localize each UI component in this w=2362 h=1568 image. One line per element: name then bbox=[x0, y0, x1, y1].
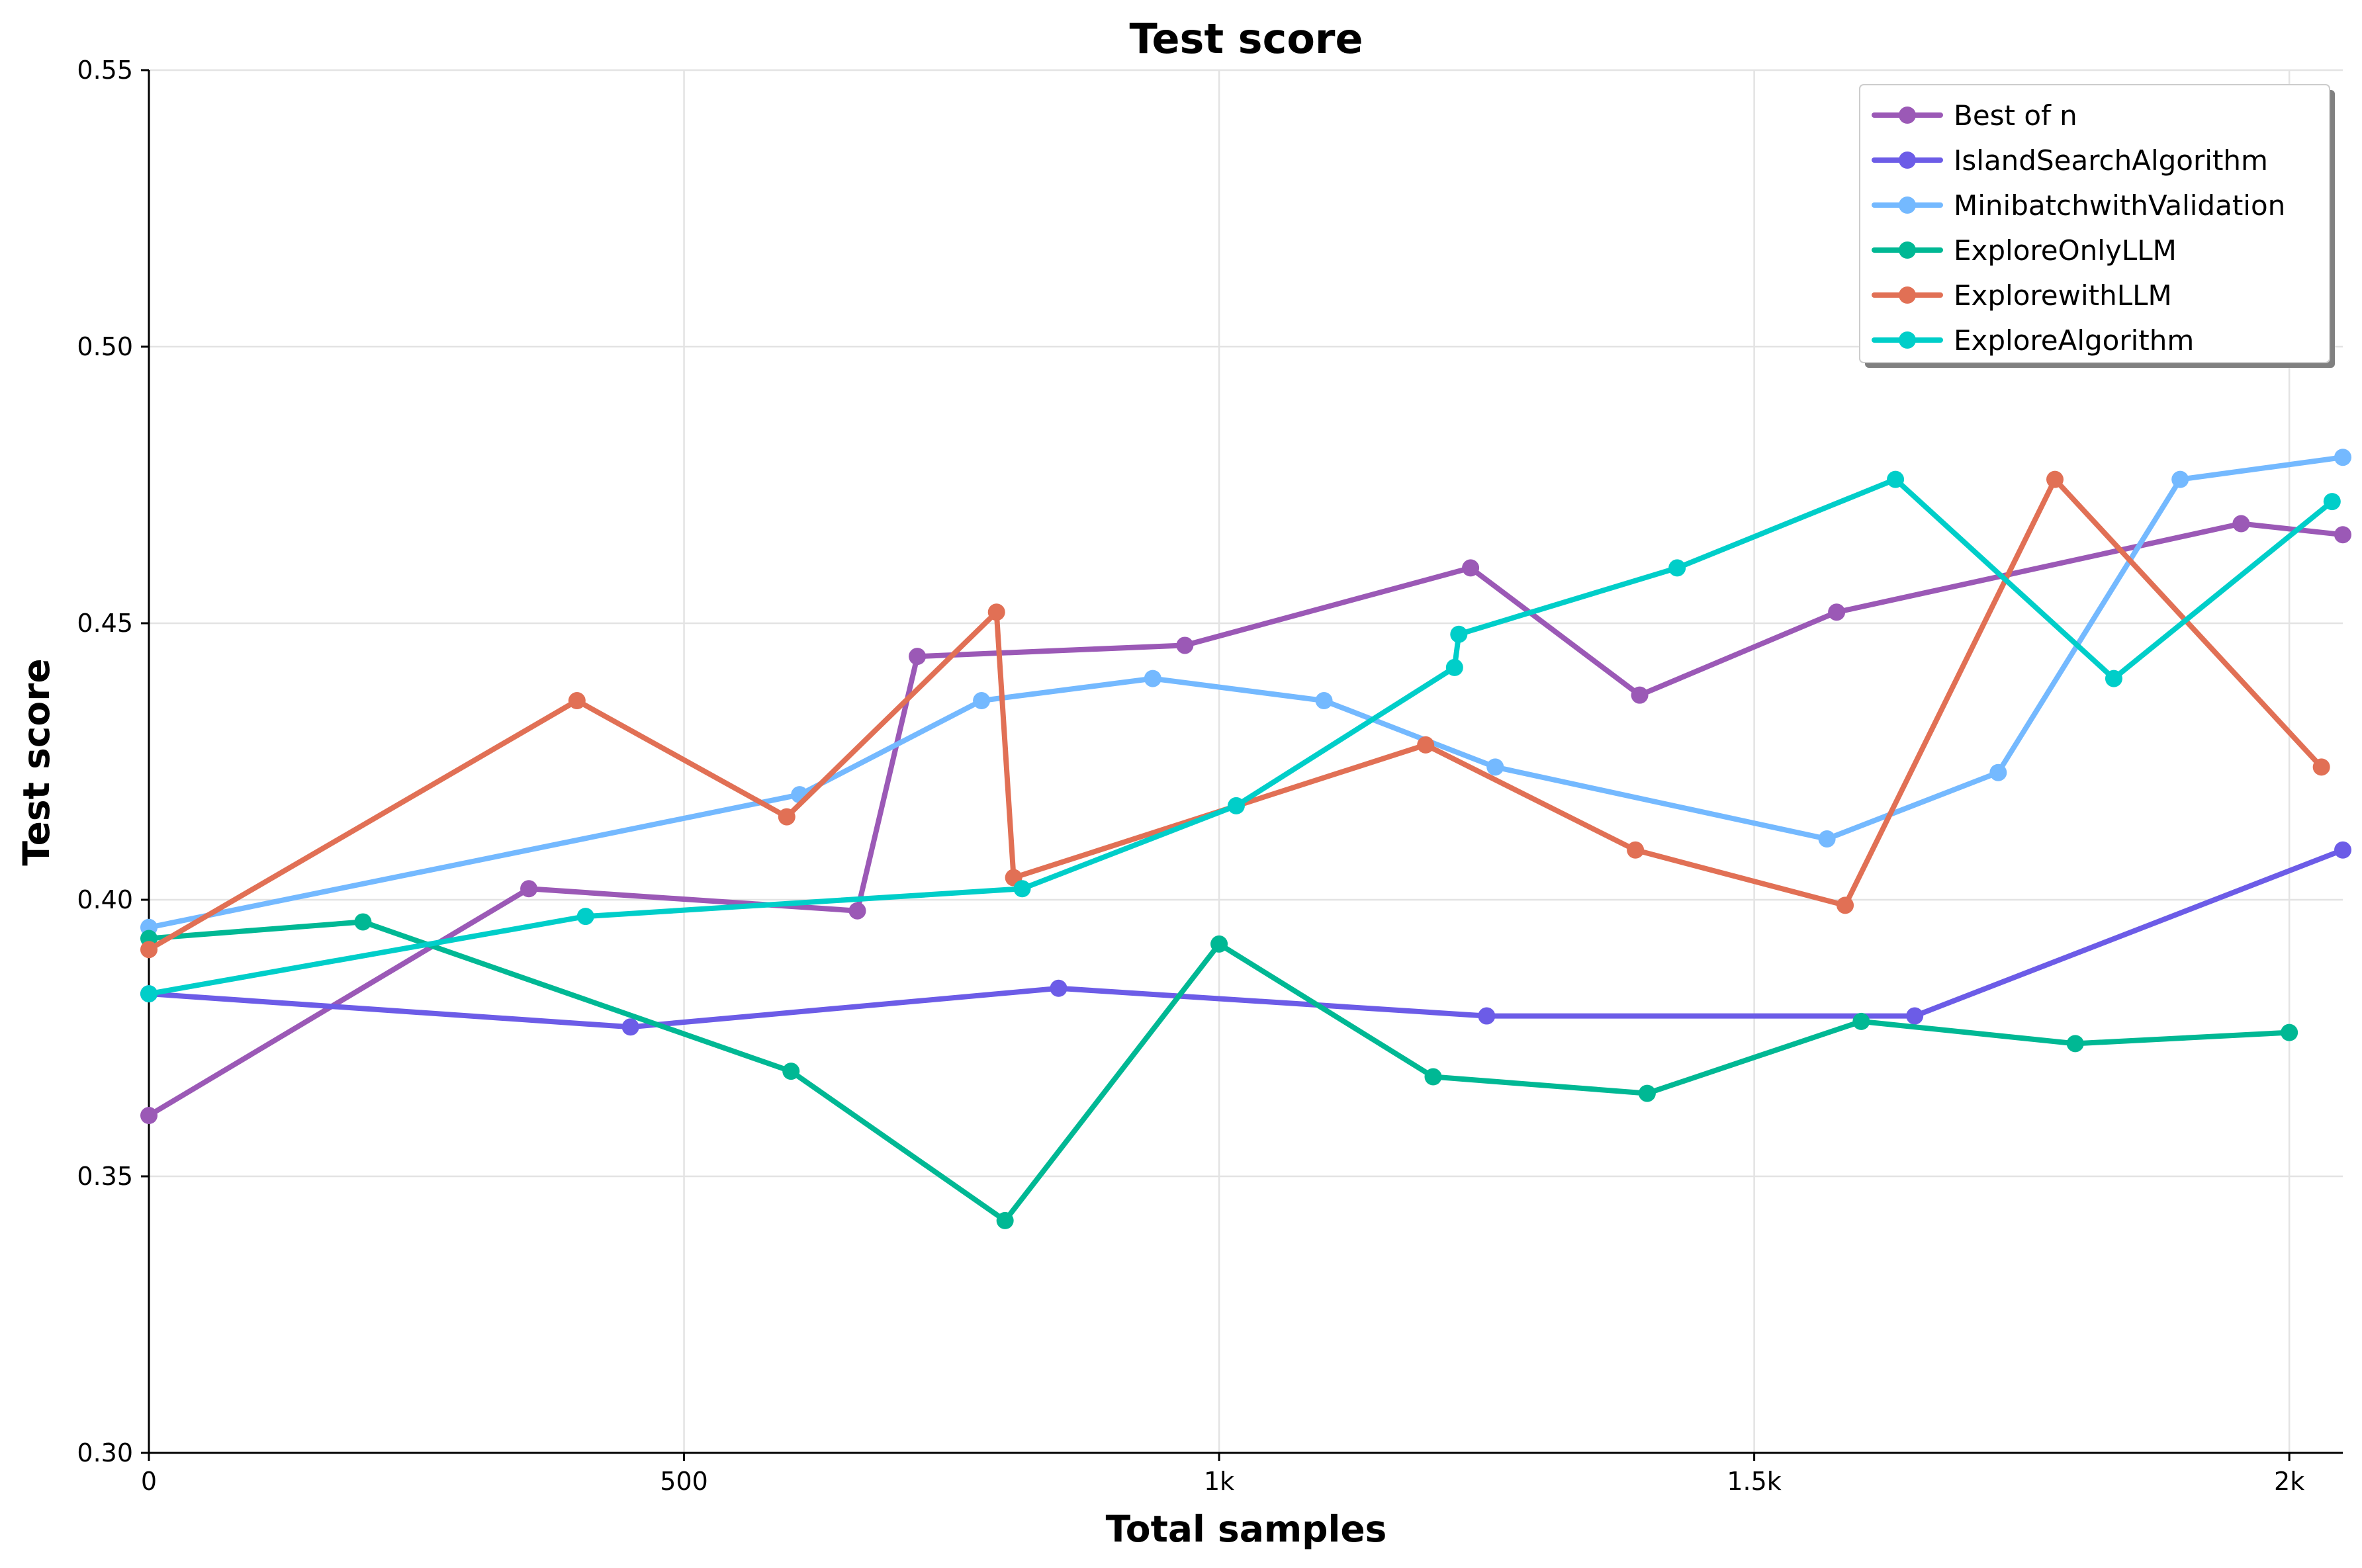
legend-box bbox=[1859, 84, 2330, 363]
series-line bbox=[146, 476, 2324, 953]
data-point bbox=[1818, 830, 1836, 848]
data-point bbox=[909, 648, 927, 666]
data-point bbox=[2066, 1035, 2084, 1053]
y-axis-label: Test score bbox=[15, 658, 58, 865]
legend-label: Best of n bbox=[1954, 99, 2077, 132]
data-point bbox=[1627, 841, 1645, 859]
data-point bbox=[778, 808, 795, 826]
data-point bbox=[2312, 758, 2330, 776]
y-tick-label: 0.40 bbox=[77, 885, 133, 914]
legend-label: ExplorewithLLM bbox=[1954, 279, 2172, 312]
data-point bbox=[1445, 658, 1463, 676]
data-point bbox=[621, 1018, 639, 1036]
legend-label: IslandSearchAlgorithm bbox=[1954, 144, 2268, 177]
data-point bbox=[848, 902, 866, 920]
data-point bbox=[1050, 979, 1067, 997]
data-point bbox=[1227, 797, 1245, 814]
data-point bbox=[1176, 636, 1194, 654]
chart-title: Test score bbox=[1129, 15, 1363, 63]
data-point bbox=[1852, 1012, 1870, 1030]
legend-swatch-marker bbox=[1899, 286, 1916, 304]
data-point bbox=[1424, 1068, 1442, 1086]
y-tick-label: 0.50 bbox=[77, 332, 133, 361]
data-point bbox=[2171, 470, 2189, 488]
series-line bbox=[146, 521, 2345, 1118]
data-point bbox=[1144, 670, 1161, 687]
y-tick-label: 0.55 bbox=[77, 56, 133, 85]
y-tick-label: 0.30 bbox=[77, 1438, 133, 1467]
data-point bbox=[1906, 1007, 1924, 1025]
x-tick-label: 1.5k bbox=[1727, 1467, 1781, 1496]
data-point bbox=[996, 1211, 1014, 1229]
series-explorealgorithm bbox=[140, 470, 2341, 1003]
data-point bbox=[1638, 1084, 1656, 1102]
data-point bbox=[1989, 763, 2007, 781]
data-point bbox=[2232, 515, 2250, 533]
x-tick-label: 1k bbox=[1204, 1467, 1234, 1496]
series-line bbox=[146, 919, 2293, 1223]
data-point bbox=[1478, 1007, 1496, 1025]
data-point bbox=[987, 603, 1005, 621]
axes bbox=[148, 70, 2343, 1454]
data-point bbox=[1631, 686, 1649, 704]
legend: Best of n IslandSearchAlgorithm Minibatchw… bbox=[1859, 84, 2335, 368]
series-line bbox=[146, 847, 2345, 1030]
data-point bbox=[1450, 625, 1468, 643]
data-point bbox=[2334, 526, 2351, 544]
legend-swatch-marker bbox=[1899, 241, 1916, 259]
data-point bbox=[1013, 880, 1031, 898]
data-point bbox=[1837, 896, 1854, 914]
data-point bbox=[2334, 449, 2351, 466]
ticks: 0 500 1k 1.5k 2k 0.30 0.35 0.40 0.45 0.50 0.55 bbox=[77, 56, 2304, 1496]
data-point bbox=[2046, 470, 2064, 488]
series-best-of-n bbox=[140, 515, 2351, 1125]
series-exploreonlyllm bbox=[140, 913, 2298, 1229]
data-point bbox=[520, 880, 538, 898]
legend-swatch-marker bbox=[1899, 196, 1916, 214]
series-line bbox=[146, 476, 2335, 997]
legend-swatch-marker bbox=[1899, 331, 1916, 349]
legend-label: ExploreAlgorithm bbox=[1954, 324, 2194, 357]
data-point bbox=[1668, 559, 1686, 577]
y-tick-label: 0.35 bbox=[77, 1162, 133, 1191]
x-tick-label: 0 bbox=[141, 1467, 157, 1496]
data-point bbox=[1417, 736, 1435, 754]
x-tick-label: 500 bbox=[660, 1467, 708, 1496]
legend-swatch-marker bbox=[1899, 107, 1916, 124]
x-tick-label: 2k bbox=[2274, 1467, 2304, 1496]
series-explorewithllm bbox=[140, 470, 2330, 959]
legend-label: MinibatchwithValidation bbox=[1954, 189, 2285, 222]
legend-swatch-marker bbox=[1899, 152, 1916, 169]
series-minibatchwithvalidation bbox=[140, 449, 2351, 936]
data-point bbox=[568, 692, 586, 710]
data-point bbox=[140, 941, 158, 959]
data-point bbox=[576, 908, 594, 926]
data-point bbox=[354, 913, 372, 931]
data-point bbox=[1887, 470, 1905, 488]
data-point bbox=[2334, 841, 2351, 859]
data-point bbox=[973, 692, 991, 710]
series-line bbox=[146, 455, 2345, 930]
data-point bbox=[2105, 670, 2122, 687]
data-point bbox=[2323, 493, 2341, 511]
data-point bbox=[1486, 758, 1504, 776]
series bbox=[140, 449, 2351, 1229]
data-point bbox=[1315, 692, 1333, 710]
data-point bbox=[782, 1063, 800, 1080]
data-point bbox=[2281, 1024, 2298, 1041]
data-point bbox=[1462, 559, 1480, 577]
data-point bbox=[1828, 603, 1846, 621]
legend-label: ExploreOnlyLLM bbox=[1954, 234, 2177, 267]
data-point bbox=[140, 985, 158, 1003]
data-point bbox=[1210, 935, 1228, 953]
y-tick-label: 0.45 bbox=[77, 609, 133, 638]
data-point bbox=[140, 1107, 158, 1125]
x-axis-label: Total samples bbox=[1106, 1508, 1387, 1550]
